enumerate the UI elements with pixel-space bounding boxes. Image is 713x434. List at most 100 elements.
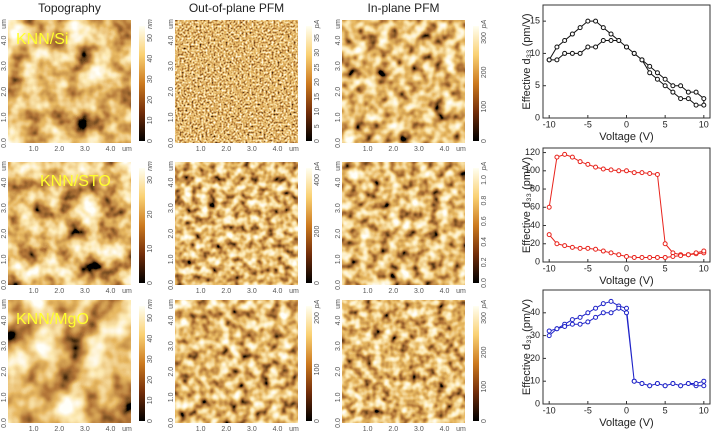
image-unit: um (456, 426, 466, 433)
y-axis-label: Effective d₃₃ (pm/V) (521, 299, 533, 395)
data-point (546, 57, 552, 63)
image-y-tick: 0.0 (335, 280, 342, 290)
image-y-tick: 4.0 (335, 178, 342, 188)
image-x-tick: 3.0 (80, 288, 90, 295)
data-point (693, 89, 699, 95)
colorbar (473, 26, 479, 141)
data-point (662, 76, 668, 82)
image-x-tick: 3.0 (414, 288, 424, 295)
data-point (685, 96, 691, 102)
image-x-tick: 3.0 (247, 426, 257, 433)
colorbar (306, 168, 312, 283)
image-y-tick: 2.0 (1, 87, 8, 97)
image-y-tick: 1.0 (168, 112, 175, 122)
colorbar-tick: 100 (314, 364, 321, 376)
image-x-tick: 4.0 (273, 426, 283, 433)
data-point (662, 241, 668, 247)
x-tick-label: -10 (543, 119, 556, 129)
data-point (600, 248, 606, 254)
data-point (654, 70, 660, 76)
y-tick-label: 10 (530, 48, 540, 58)
data-point (608, 298, 614, 304)
data-point (562, 323, 568, 329)
image-y-tick: 3.0 (335, 341, 342, 351)
colorbar-unit: pA (481, 161, 488, 171)
image-x-tick: 4.0 (106, 426, 116, 433)
data-point (585, 161, 591, 167)
y-tick-label: 40 (530, 220, 540, 230)
data-point (654, 76, 660, 82)
colorbar-tick: 5 (314, 124, 321, 128)
afm-image (8, 300, 131, 423)
image-y-tick: 0.0 (168, 418, 175, 428)
image-unit: um (289, 426, 299, 433)
data-point (616, 168, 622, 174)
colorbar-tick: 35 (314, 34, 321, 42)
y-tick-label: 0 (535, 256, 540, 266)
image-y-tick: 2.0 (1, 229, 8, 239)
colorbar (473, 168, 479, 283)
colorbar-tick: 0 (481, 419, 488, 423)
image-unit: um (168, 299, 175, 309)
x-axis-label: Voltage (V) (599, 275, 653, 287)
data-point (546, 232, 552, 238)
colorbar-tick: 200 (314, 312, 321, 324)
colorbar-unit: nm (147, 299, 154, 309)
colorbar-tick: 0 (147, 419, 154, 423)
data-point (631, 50, 637, 56)
image-x-tick: 3.0 (247, 288, 257, 295)
image-y-tick: 2.0 (1, 367, 8, 377)
image-x-tick: 2.0 (388, 146, 398, 153)
data-point (600, 310, 606, 316)
data-point (562, 50, 568, 56)
image-y-tick: 1.0 (335, 392, 342, 402)
data-point (693, 102, 699, 108)
data-point (678, 253, 684, 259)
colorbar-tick: 10 (314, 108, 321, 116)
data-point (631, 254, 637, 260)
data-point (647, 63, 653, 69)
image-y-tick: 3.0 (168, 203, 175, 213)
data-point (593, 314, 599, 320)
data-point (585, 44, 591, 50)
sample-label: KNN/MgO (16, 311, 89, 328)
image-x-tick: 1.0 (363, 146, 373, 153)
colorbar-tick: 50 (147, 34, 154, 42)
colorbar-tick: 300 (481, 32, 488, 44)
image-unit: um (168, 161, 175, 171)
x-tick-label: 5 (663, 405, 668, 415)
y-tick-label: 60 (530, 202, 540, 212)
x-tick-label: 10 (699, 119, 709, 129)
data-point (577, 50, 583, 56)
data-point (546, 204, 552, 210)
image-y-tick: 3.0 (1, 203, 8, 213)
image-x-tick: 1.0 (196, 288, 206, 295)
image-x-tick: 2.0 (221, 288, 231, 295)
data-point (670, 254, 676, 260)
x-tick-label: 0 (624, 119, 629, 129)
image-x-tick: 3.0 (247, 146, 257, 153)
image-y-tick: 1.0 (168, 392, 175, 402)
colorbar (139, 306, 145, 421)
image-y-tick: 1.0 (1, 112, 8, 122)
colorbar-tick: 200 (481, 66, 488, 78)
data-point (624, 44, 629, 50)
data-point (554, 154, 560, 160)
data-point (639, 254, 645, 260)
colorbar-unit: pA (481, 299, 488, 309)
colorbar-tick: 40 (147, 335, 154, 343)
image-y-tick: 4.0 (1, 178, 8, 188)
data-point (585, 310, 591, 316)
x-tick-label: 0 (624, 405, 629, 415)
image-x-tick: 2.0 (54, 146, 64, 153)
image-y-tick: 0.0 (335, 418, 342, 428)
image-x-tick: 3.0 (80, 426, 90, 433)
afm-image (342, 162, 465, 285)
colorbar-tick: 15 (314, 93, 321, 101)
data-point (577, 25, 583, 31)
colorbar-unit: nm (147, 19, 154, 29)
image-y-tick: 2.0 (335, 367, 342, 377)
image-y-tick: 4.0 (1, 316, 8, 326)
data-point (562, 38, 568, 44)
sample-label: KNN/STO (40, 173, 111, 190)
